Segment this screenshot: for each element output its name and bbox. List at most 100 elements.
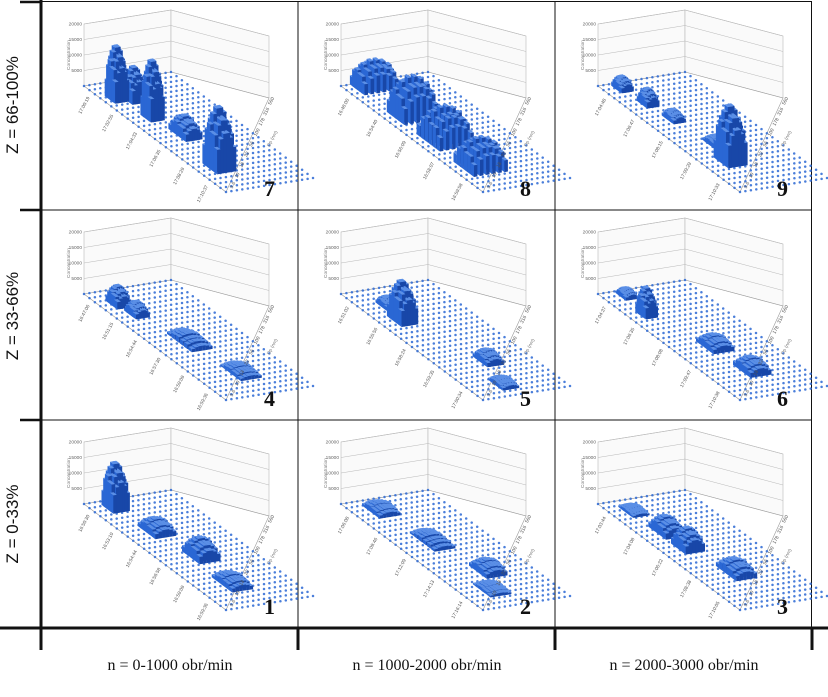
- floor-cell: [634, 286, 638, 290]
- bar-3d: [436, 135, 444, 152]
- floor-cell: [191, 141, 195, 145]
- floor-cell: [306, 177, 309, 181]
- floor-cell: [519, 140, 523, 143]
- floor-cell: [694, 301, 698, 305]
- floor-cell: [640, 77, 643, 81]
- floor-cell: [208, 596, 211, 600]
- floor-cell: [744, 165, 747, 168]
- z-tick-label: 5000: [328, 486, 339, 492]
- floor-cell: [684, 343, 687, 346]
- floor-cell: [530, 581, 534, 584]
- floor-cell: [667, 137, 671, 141]
- floor-cell: [443, 300, 446, 304]
- floor-cell: [180, 556, 184, 559]
- floor-cell: [716, 110, 720, 113]
- floor-cell: [673, 325, 676, 328]
- floor-cell: [519, 179, 523, 183]
- floor-cell: [251, 574, 255, 578]
- floor-cell: [694, 98, 698, 102]
- floor-cell: [765, 171, 769, 175]
- floor-cell: [733, 335, 736, 338]
- floor-cell: [191, 146, 195, 149]
- floor-cell: [662, 89, 665, 92]
- floor-cell: [519, 582, 523, 586]
- floor-cell: [705, 354, 709, 357]
- floor-cell: [486, 338, 490, 341]
- floor-cell: [164, 309, 167, 312]
- floor-cell: [175, 94, 178, 98]
- floor-cell: [416, 520, 419, 523]
- floor-cell: [536, 162, 539, 165]
- floor-cell: [765, 131, 769, 135]
- floor-cell: [191, 96, 195, 100]
- floor-cell: [180, 531, 184, 535]
- floor-cell: [284, 589, 288, 592]
- floor-cell: [454, 328, 457, 332]
- floor-cell: [427, 343, 430, 346]
- floor-cell: [459, 372, 463, 376]
- floor-cell: [268, 362, 271, 365]
- floor-cell: [186, 157, 189, 160]
- floor-cell: [410, 496, 413, 499]
- floor-cell: [760, 182, 763, 185]
- floor-cell: [454, 313, 457, 317]
- floor-cell: [356, 505, 359, 508]
- floor-cell: [367, 513, 370, 516]
- floor-cell: [492, 537, 495, 541]
- y-tick-label: 10: [234, 171, 242, 179]
- floor-cell: [454, 558, 457, 562]
- floor-cell: [186, 92, 189, 96]
- floor-cell: [180, 526, 184, 530]
- floor-cell: [454, 170, 457, 173]
- floor-cell: [662, 297, 665, 300]
- floor-cell: [465, 556, 468, 560]
- floor-cell: [503, 137, 506, 141]
- z-axis-title: Concentration: [323, 248, 329, 278]
- floor-cell: [787, 172, 791, 176]
- floor-cell: [765, 166, 769, 170]
- floor-cell: [443, 360, 446, 363]
- floor-cell: [191, 106, 195, 110]
- z-axis-title: Concentration: [580, 40, 586, 70]
- floor-cell: [475, 540, 479, 543]
- floor-cell: [279, 177, 282, 180]
- floor-cell: [695, 153, 698, 156]
- floor-cell: [465, 576, 468, 580]
- floor-cell: [415, 495, 419, 498]
- floor-cell: [427, 348, 430, 351]
- floor-cell: [251, 589, 255, 593]
- floor-cell: [443, 97, 446, 101]
- floor-cell: [535, 570, 539, 573]
- z-gridline: [340, 248, 527, 276]
- floor-cell: [716, 105, 720, 108]
- floor-cell: [662, 311, 665, 315]
- floor-cell: [519, 353, 523, 356]
- floor-cell: [503, 365, 506, 369]
- floor-cell: [426, 508, 430, 512]
- floor-cell: [300, 381, 304, 385]
- floor-cell: [519, 154, 523, 158]
- floor-cell: [771, 135, 774, 139]
- floor-cell: [749, 124, 752, 128]
- floor-cell: [465, 527, 468, 530]
- floor-cell: [749, 144, 752, 147]
- floor-cell: [443, 82, 446, 86]
- x-tick-label: 17:04:33: [125, 131, 139, 151]
- floor-cell: [459, 174, 463, 177]
- floor-cell: [268, 567, 271, 570]
- z-gridline: [597, 9, 784, 37]
- floor-cell: [137, 513, 140, 517]
- floor-cell: [607, 291, 611, 294]
- floor-cell: [470, 321, 473, 324]
- floor-cell: [684, 130, 687, 133]
- floor-cell: [170, 543, 173, 546]
- floor-cell: [459, 552, 463, 556]
- floor-cell: [224, 383, 228, 387]
- floor-cell: [552, 582, 555, 586]
- floor-cell: [700, 137, 703, 140]
- floor-cell: [662, 94, 665, 97]
- floor-cell: [421, 71, 424, 75]
- floor-cell: [711, 299, 714, 302]
- floor-cell: [191, 354, 195, 357]
- floor-cell: [257, 353, 260, 357]
